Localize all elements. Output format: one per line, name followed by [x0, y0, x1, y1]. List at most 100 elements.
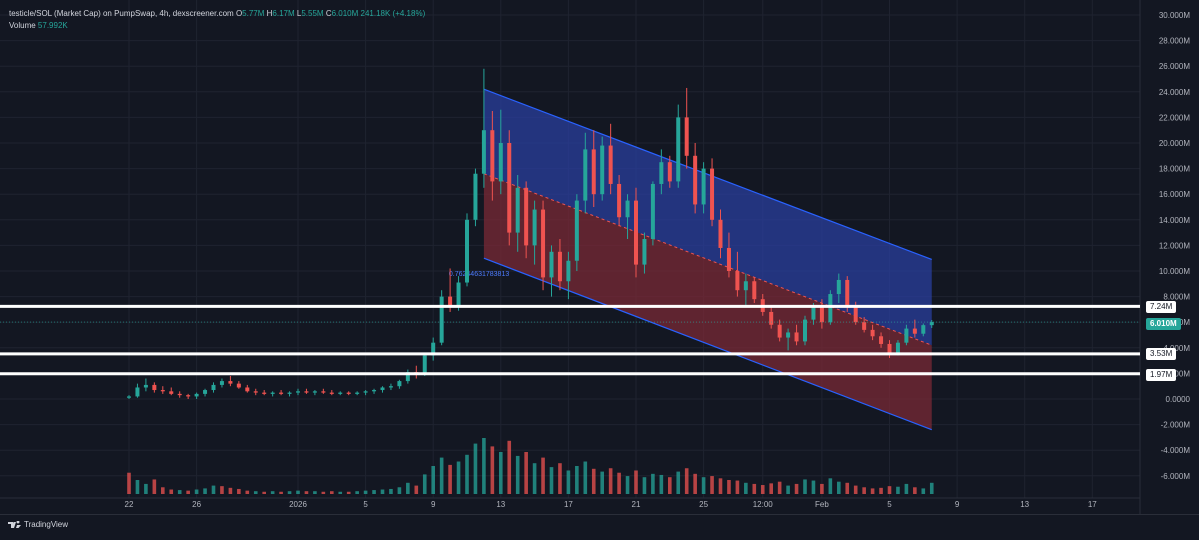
- x-tick-label: 22: [125, 500, 134, 509]
- candle-body: [710, 168, 715, 220]
- candle-body: [279, 392, 284, 394]
- y-tick-label: 8.000M: [1163, 293, 1190, 302]
- candle-body: [473, 173, 478, 220]
- close-value: 6.010M: [331, 9, 359, 18]
- brand-name: TradingView: [24, 520, 69, 529]
- volume-bar: [583, 461, 588, 494]
- y-tick-label: 12.000M: [1159, 241, 1190, 250]
- volume-bar: [321, 491, 326, 494]
- volume-bar: [253, 491, 258, 494]
- volume-bar: [524, 452, 528, 494]
- channel-lower-line: [483, 257, 932, 431]
- volume-bar: [718, 478, 723, 494]
- candle-body: [228, 381, 233, 384]
- candle-body: [372, 390, 377, 392]
- candle-body: [262, 392, 267, 394]
- volume-bar: [566, 470, 571, 494]
- level-tag-3-53: 3.53M: [1146, 348, 1177, 360]
- volume-bar: [668, 477, 672, 494]
- candle-body: [659, 162, 664, 184]
- candle-body: [532, 209, 537, 246]
- x-tick-label: 25: [699, 500, 708, 509]
- candle-body: [667, 162, 672, 182]
- candle-body: [693, 155, 698, 205]
- volume-bar: [541, 457, 545, 494]
- candle-body: [211, 384, 216, 391]
- channel-upper-fill: [483, 89, 932, 346]
- volume-bar: [127, 472, 131, 494]
- x-tick-label: Feb: [815, 500, 829, 509]
- volume-bar: [279, 491, 283, 494]
- volume-bar: [355, 491, 359, 494]
- candle-body: [388, 386, 393, 388]
- candle-body: [701, 168, 706, 205]
- volume-bar: [549, 467, 554, 494]
- level-tag-7-24: 7.24M: [1146, 301, 1177, 313]
- candle-body: [819, 306, 824, 323]
- volume-value: 57.992K: [37, 21, 68, 30]
- volume-bar: [465, 454, 469, 494]
- volume-bar: [642, 477, 647, 494]
- volume-bar: [617, 472, 621, 494]
- y-tick-label: 16.000M: [1159, 190, 1190, 199]
- candle-body: [312, 391, 317, 393]
- x-tick-label: 17: [1088, 500, 1097, 509]
- volume-bar: [634, 470, 638, 494]
- candle-body: [515, 187, 520, 233]
- volume-bar: [794, 483, 799, 494]
- channel-middle-line: [483, 173, 932, 346]
- candle-body: [726, 247, 731, 271]
- volume-bar: [786, 485, 790, 494]
- x-tick-label: 13: [1020, 500, 1029, 509]
- last-price-tag: 6.010M: [1146, 318, 1181, 330]
- candle-body: [397, 381, 402, 387]
- volume-bar: [727, 480, 731, 494]
- candle-body: [870, 329, 875, 337]
- candle-body: [287, 392, 292, 394]
- volume-bar: [211, 485, 216, 494]
- volume-bar: [186, 490, 190, 494]
- x-tick-label: 26: [192, 500, 201, 509]
- y-tick-label: 26.000M: [1159, 62, 1190, 71]
- candle-body: [769, 311, 774, 325]
- candle-body: [862, 322, 867, 330]
- volume-bar: [499, 452, 503, 494]
- candle-body: [490, 130, 495, 182]
- volume-bar: [693, 473, 697, 494]
- symbol-title: testicle/SOL (Market Cap) on PumpSwap, 4…: [9, 9, 234, 18]
- candle-body: [625, 200, 630, 218]
- candle-body: [253, 391, 258, 393]
- candle-body: [270, 392, 275, 394]
- candle-body: [524, 187, 529, 246]
- x-tick-label: 17: [564, 500, 573, 509]
- volume-bar: [575, 466, 579, 494]
- candle-body: [794, 332, 799, 342]
- candle-body: [557, 251, 562, 282]
- candle-body: [634, 200, 638, 265]
- volume-bar: [363, 490, 368, 494]
- candle-body: [186, 395, 191, 397]
- volume-bar: [862, 487, 866, 494]
- volume-bar: [701, 477, 706, 494]
- volume-bar: [237, 488, 241, 494]
- candle-body: [296, 391, 300, 393]
- volume-bar: [422, 474, 427, 494]
- tradingview-brand[interactable]: TradingView: [8, 520, 68, 529]
- volume-bar: [913, 487, 917, 494]
- volume-bar: [473, 443, 478, 494]
- volume-bar: [144, 483, 148, 494]
- volume-bar: [389, 488, 393, 494]
- candle-body: [718, 219, 723, 248]
- volume-bar: [161, 487, 165, 494]
- candle-body: [448, 296, 453, 307]
- candle-body: [219, 381, 224, 385]
- volume-bar: [879, 487, 883, 494]
- volume-bar: [676, 471, 681, 494]
- candle-body: [845, 279, 850, 307]
- volume-bar: [769, 483, 773, 494]
- volume-bar: [845, 482, 850, 494]
- channel-coefficient-label: 0.76244631783813: [449, 271, 509, 278]
- volume-bar: [169, 489, 174, 494]
